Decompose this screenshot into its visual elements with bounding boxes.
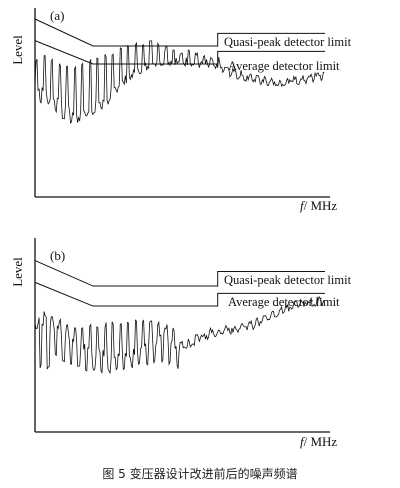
x-axis-unit-b: / MHz bbox=[304, 434, 338, 449]
noise-trace-a bbox=[34, 40, 325, 125]
x-axis-unit-a: / MHz bbox=[304, 198, 338, 213]
y-axis-label-a: Level bbox=[10, 35, 25, 65]
panel-a: (a) Level f/ MHz Quasi-peak detector lim… bbox=[10, 8, 352, 213]
quasi-peak-limit-line-a bbox=[34, 18, 325, 47]
x-axis-label-b: f/ MHz bbox=[300, 434, 337, 449]
y-axis-label-b: Level bbox=[10, 257, 25, 287]
noise-trace-b bbox=[34, 295, 325, 375]
average-limit-line-b bbox=[34, 281, 325, 307]
quasi-peak-label-b: Quasi-peak detector limit bbox=[224, 273, 352, 287]
quasi-peak-limit-line-b bbox=[34, 260, 325, 287]
panel-label-b: (b) bbox=[50, 248, 65, 263]
panel-label-a: (a) bbox=[50, 8, 64, 23]
quasi-peak-label-a: Quasi-peak detector limit bbox=[224, 35, 352, 49]
average-label-b: Average detector limit bbox=[228, 295, 340, 309]
x-axis-var-b: f bbox=[300, 434, 306, 449]
average-label-a: Average detector limit bbox=[228, 59, 340, 73]
x-axis-label-a: f/ MHz bbox=[300, 198, 337, 213]
panel-b: (b) Level f/ MHz Quasi-peak detector lim… bbox=[10, 238, 352, 449]
figure-caption: 图 5 变压器设计改进前后的噪声频谱 bbox=[102, 466, 297, 481]
x-axis-var-a: f bbox=[300, 198, 306, 213]
